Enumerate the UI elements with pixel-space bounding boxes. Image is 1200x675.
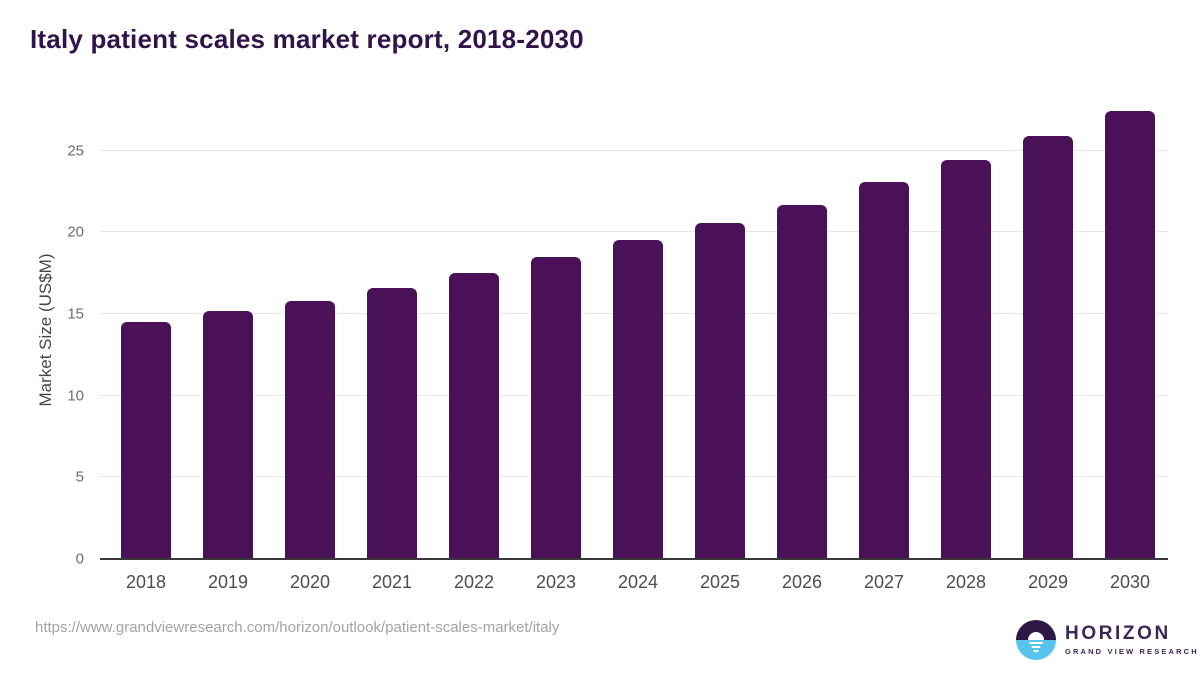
x-tick-2018: 2018: [125, 572, 167, 592]
bar-2020: [285, 300, 335, 559]
bar-2022: [449, 273, 499, 559]
x-tick-2022: 2022: [453, 572, 495, 592]
bar-2026: [777, 204, 827, 559]
bar-2029: [1023, 135, 1073, 559]
x-tick-2026: 2026: [781, 572, 823, 592]
sun-reflection-line: [1029, 642, 1043, 644]
x-tick-2030: 2030: [1109, 572, 1151, 592]
x-tick-2025: 2025: [699, 572, 741, 592]
x-tick-2020: 2020: [289, 572, 331, 592]
bar-2027: [859, 181, 909, 559]
bar-2028: [941, 160, 991, 559]
x-tick-labels: 2018 2019 2020 2021 2022 2023 2024 2025 2026 2027…: [100, 572, 1168, 593]
y-tick-10: 10: [67, 387, 84, 405]
bar-2030: [1105, 111, 1155, 559]
y-tick-5: 5: [75, 468, 84, 486]
logo-text: HORIZON GRAND VIEW RESEARCH: [1065, 624, 1199, 656]
bar-2018: [121, 322, 171, 559]
y-axis-title: Market Size (US$M): [36, 253, 55, 407]
logo-brand-name: HORIZON: [1065, 623, 1171, 644]
gridline-20: [100, 231, 1168, 233]
bar-2024: [613, 240, 663, 559]
sun-icon: [1028, 632, 1044, 640]
y-tick-0: 0: [75, 550, 84, 568]
source-url: https://www.grandviewresearch.com/horizo…: [35, 619, 560, 636]
page-title: Italy patient scales market report, 2018…: [30, 24, 584, 54]
y-tick-15: 15: [67, 305, 84, 323]
bars-container: [100, 100, 1168, 559]
x-tick-2027: 2027: [863, 572, 905, 592]
logo-brand-subtitle: GRAND VIEW RESEARCH: [1065, 647, 1199, 656]
gridline-25: [100, 149, 1168, 151]
bar-2023: [531, 256, 581, 559]
x-tick-2019: 2019: [207, 572, 249, 592]
x-tick-2029: 2029: [1027, 572, 1069, 592]
bar-2021: [367, 287, 417, 559]
x-tick-2028: 2028: [945, 572, 987, 592]
horizon-logo: HORIZON GRAND VIEW RESEARCH: [1016, 620, 1199, 660]
horizon-logo-icon: [1016, 620, 1056, 660]
bar-2019: [203, 310, 253, 559]
x-axis-line: [100, 558, 1168, 560]
y-tick-25: 25: [67, 142, 84, 160]
y-tick-20: 20: [67, 223, 84, 241]
x-tick-2021: 2021: [371, 572, 413, 592]
x-tick-2024: 2024: [617, 572, 659, 592]
plot-area: 0 5 10 15 20 25 2018 2019 2020 2021 2022 2023 2024 2…: [67, 100, 1168, 592]
bar-2025: [695, 222, 745, 559]
sun-reflection-line: [1033, 650, 1039, 652]
sun-reflection-line: [1031, 646, 1041, 648]
x-tick-2023: 2023: [535, 572, 577, 592]
